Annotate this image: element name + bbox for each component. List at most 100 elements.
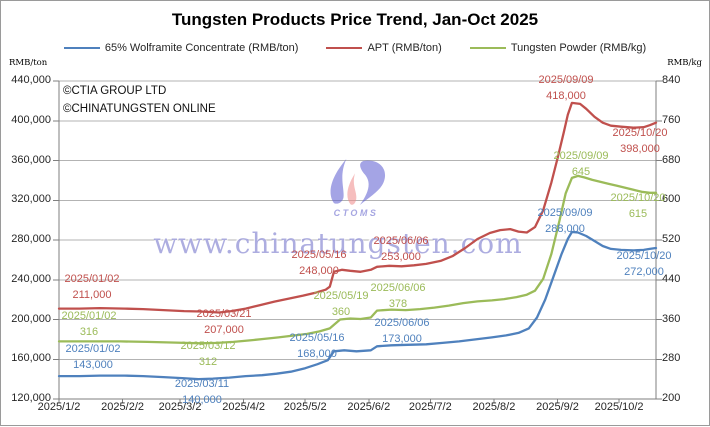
annotation-wolframite-2025-06-06: 2025/06/06 173,000 [374,316,429,347]
annotation-date: 2025/06/06 [373,235,429,247]
watermark-url: www.chinatungsten.com [153,227,523,260]
y-axis-right-tick-label: 280 [662,352,681,365]
legend-label-wolframite: 65% Wolframite Concentrate (RMB/ton) [104,42,299,54]
right-axis-unit-label: RMB/kg [667,58,702,68]
series-line-apt [57,101,658,314]
legend-swatch-tungsten-powder [469,46,506,50]
copyright-notice: ©CTIA GROUP LTD ©CHINATUNGSTEN ONLINE [63,82,216,118]
ctoms-logo-watermark: CTOMS [321,157,391,218]
legend-label-tungsten-powder: Tungsten Powder (RMB/kg) [510,42,647,54]
annotation-date: 2025/03/11 [174,378,230,390]
annotation-date: 2025/09/09 [553,150,609,162]
legend-swatch-wolframite [63,46,100,50]
y-axis-left-tick-label: 400,000 [11,113,51,126]
annotation-apt-2025-10-20: 2025/10/20 398,000 [612,126,667,157]
annotation-date: 2025/10/20 [616,250,672,262]
annotation-date: 2025/01/02 [65,343,121,355]
y-axis-right-tick-label: 200 [662,392,681,404]
annotation-value: 418,000 [546,89,586,102]
ctoms-logo-text: CTOMS [333,208,379,218]
y-axis-right-tick-label: 600 [662,193,681,206]
annotation-wolframite-2025-09-09: 2025/09/09 288,000 [537,206,592,237]
legend-swatch-apt [326,46,363,50]
annotation-value: 398,000 [620,142,660,155]
annotation-wolframite-2025-01-02: 2025/01/02 143,000 [65,342,120,373]
legend-label-apt: APT (RMB/ton) [367,42,442,54]
x-axis-tick-label: 2025/1/2 [37,401,81,413]
annotation-date: 2025/01/02 [64,273,120,285]
copyright-line-1: ©CTIA GROUP LTD [63,85,167,97]
annotation-value: 253,000 [381,250,421,263]
annotation-date: 2025/06/06 [374,317,430,329]
y-axis-right-tick-label: 360 [662,312,681,325]
x-axis-tick-label: 2025/3/2 [158,401,202,413]
y-axis-left-tick-label: 280,000 [11,233,51,245]
y-axis-right-tick-label: 760 [662,113,681,126]
annotation-value: 360 [331,305,351,318]
series-line-tungsten-powder [57,174,658,345]
series-line-wolframite [57,230,658,381]
y-axis-left-tick-label: 440,000 [11,74,51,86]
annotation-apt-2025-03-21: 2025/03/21 207,000 [196,307,251,338]
annotation-date: 2025/10/20 [610,192,666,204]
annotation-value: 207,000 [204,323,244,336]
x-axis-tick-label: 2025/5/2 [283,401,327,413]
x-axis-tick-label: 2025/9/2 [536,401,579,413]
y-axis-left-tick-label: 240,000 [11,272,51,285]
annotation-tungsten-powder-2025-10-20: 2025/10/20 615 [610,191,665,222]
annotation-value: 272,000 [624,265,664,278]
ctoms-logo-icon [330,158,386,205]
x-axis-tick-label: 2025/10/2 [594,401,644,413]
annotation-date: 2025/10/20 [612,127,668,139]
annotation-wolframite-2025-03-11: 2025/03/11 140,000 [175,377,229,408]
x-axis-tick-label: 2025/8/2 [472,401,516,413]
x-axis-tick-label: 2025/7/2 [408,401,452,413]
y-axis-right-tick-label: 440 [662,272,681,285]
annotation-value: 288,000 [545,222,585,235]
annotation-value: 248,000 [299,264,339,277]
annotation-date: 2025/05/19 [313,290,369,302]
annotation-apt-2025-01-02: 2025/01/02 211,000 [64,272,119,303]
annotation-date: 2025/05/16 [291,249,347,261]
y-axis-right-tick-label: 520 [662,233,681,245]
annotation-tungsten-powder-2025-01-02: 2025/01/02 316 [61,309,116,340]
annotation-apt-2025-06-06: 2025/06/06 253,000 [373,234,428,265]
annotation-apt-2025-05-16: 2025/05/16 248,000 [291,248,346,279]
annotation-value: 378 [388,297,408,310]
annotation-date: 2025/05/16 [289,332,345,344]
legend: 65% Wolframite Concentrate (RMB/ton) APT … [1,42,709,54]
x-axis-tick-label: 2025/2/2 [101,401,145,413]
annotation-tungsten-powder-2025-06-06: 2025/06/06 378 [370,281,425,312]
annotation-date: 2025/09/09 [537,207,593,219]
annotation-date: 2025/03/21 [196,308,252,320]
legend-item-tungsten-powder: Tungsten Powder (RMB/kg) [469,42,647,54]
y-axis-left-tick-label: 360,000 [11,153,51,166]
annotation-value: 312 [198,355,218,368]
copyright-line-2: ©CHINATUNGSTEN ONLINE [63,103,216,115]
x-axis-tick-label: 2025/6/2 [347,401,391,413]
legend-item-wolframite: 65% Wolframite Concentrate (RMB/ton) [63,42,299,54]
y-axis-right-tick-label: 840 [662,74,681,86]
annotation-wolframite-2025-05-16: 2025/05/16 168,000 [289,331,344,362]
annotation-tungsten-powder-2025-03-12: 2025/03/12 312 [180,339,235,370]
y-axis-left-tick-label: 160,000 [11,352,51,365]
annotation-value: 211,000 [72,288,112,301]
annotation-value: 615 [628,207,648,220]
annotation-date: 2025/09/09 [538,74,594,86]
annotation-tungsten-powder-2025-09-09: 2025/09/09 645 [553,149,608,180]
y-axis-left-tick-label: 200,000 [11,312,51,325]
annotation-value: 645 [571,165,591,178]
chart-title: Tungsten Products Price Trend, Jan-Oct 2… [171,10,539,29]
annotation-value: 173,000 [382,332,422,345]
annotation-date: 2025/03/12 [180,340,236,352]
annotation-tungsten-powder-2025-05-19: 2025/05/19 360 [313,289,368,320]
y-axis-left-tick-label: 120,000 [11,392,51,404]
annotation-value: 168,000 [297,347,337,360]
annotation-value: 143,000 [73,358,113,371]
annotation-date: 2025/06/06 [370,282,426,294]
annotation-apt-2025-09-09: 2025/09/09 418,000 [538,73,593,104]
annotation-value: 140,000 [182,393,222,406]
